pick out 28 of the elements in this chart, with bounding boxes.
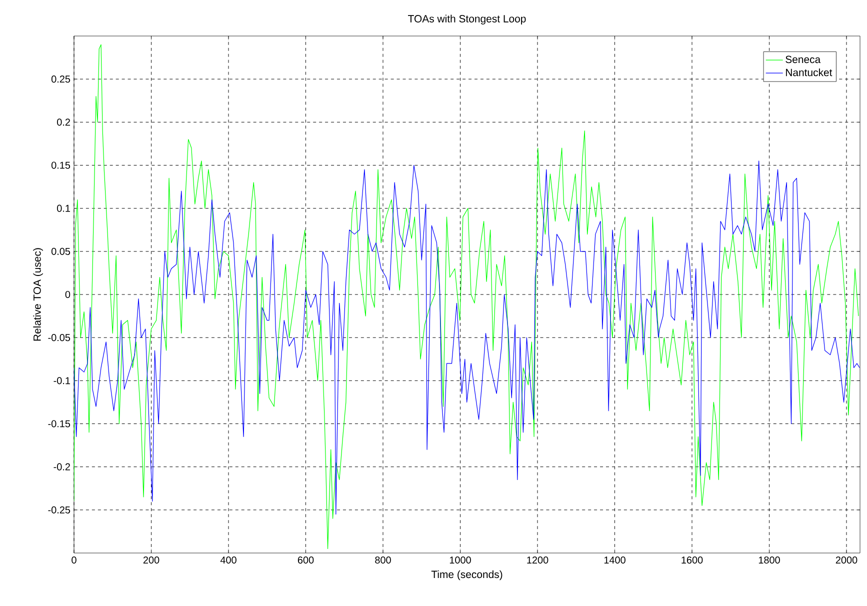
y-tick-label: -0.15 <box>48 420 70 428</box>
y-tick-label: -0.25 <box>48 506 70 514</box>
y-tick-label: 0.1 <box>57 204 70 212</box>
x-tick-label: 1000 <box>450 556 471 564</box>
x-tick-label: 2000 <box>836 556 858 564</box>
y-tick-label: 0.2 <box>57 118 70 126</box>
x-tick-label: 1200 <box>527 556 548 564</box>
line-series <box>74 44 859 549</box>
y-tick-label: -0.2 <box>54 463 70 470</box>
y-axis-title: Relative TOA (usec) <box>33 248 43 341</box>
y-tick-label: -0.05 <box>48 334 70 342</box>
y-tick-label: 0.15 <box>51 162 70 169</box>
legend-label: Seneca <box>786 56 821 64</box>
x-tick-label: 1400 <box>604 556 626 564</box>
x-tick-label: 400 <box>220 556 236 564</box>
x-tick-label: 600 <box>298 556 314 564</box>
x-tick-label: 200 <box>143 556 160 564</box>
x-tick-label: 800 <box>375 556 391 564</box>
x-tick-label: 1600 <box>682 556 703 564</box>
y-tick-label: 0.25 <box>51 76 70 83</box>
y-tick-label: 0 <box>65 290 70 298</box>
x-tick-label: 0 <box>72 556 76 564</box>
chart-title: TOAs with Stongest Loop <box>408 14 526 25</box>
x-axis-title: Time (seconds) <box>431 570 502 580</box>
y-tick-label: 0.05 <box>51 248 70 255</box>
legend-label: Nantucket <box>786 68 832 76</box>
x-tick-label: 1800 <box>758 556 780 564</box>
y-tick-label: -0.1 <box>54 377 70 384</box>
